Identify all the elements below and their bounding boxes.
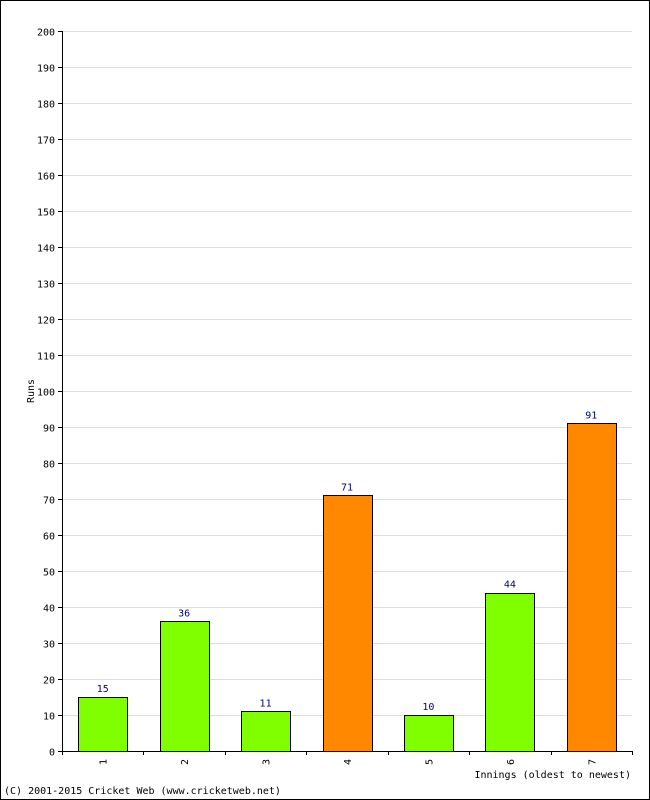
x-axis-tick-labels: 1 2 3 4 5 6 7: [62, 751, 633, 765]
copyright-text: (C) 2001-2015 Cricket Web (www.cricketwe…: [4, 786, 281, 797]
bar-4: [323, 495, 373, 752]
y-tick-label: 50: [43, 568, 55, 579]
data-label: 11: [260, 698, 272, 709]
y-tick-label: 90: [43, 424, 55, 435]
y-tick-label: 170: [37, 136, 55, 147]
y-tick-label: 70: [43, 496, 55, 507]
y-tick-label: 110: [37, 352, 55, 363]
y-tick-label: 150: [37, 208, 55, 219]
x-tick-label: 7: [587, 759, 598, 765]
y-axis-title: Runs: [26, 379, 37, 403]
x-tick-label: 4: [343, 759, 354, 765]
x-axis-title: Innings (oldest to newest): [474, 770, 631, 781]
bar-2: [160, 621, 210, 752]
y-tick-label: 190: [37, 64, 55, 75]
bar-6: [485, 593, 535, 752]
y-axis-tick-labels: 0 10 20 30 40 50 60 70 80 90 100 110 120 130 140 150 160…: [37, 28, 55, 759]
y-tick-label: 10: [43, 712, 55, 723]
y-tick-label: 60: [43, 532, 55, 543]
data-label: 10: [422, 702, 434, 713]
bar-1: [78, 697, 128, 752]
y-tick-label: 100: [37, 388, 55, 399]
data-labels: 15 36 11 71 10 44 91: [97, 410, 598, 713]
y-tick-label: 20: [43, 676, 55, 687]
y-tick-label: 40: [43, 604, 55, 615]
x-tick-label: 2: [180, 759, 191, 765]
x-tick-label: 1: [99, 759, 110, 765]
x-tick-label: 5: [424, 759, 435, 765]
bar-5: [404, 715, 454, 752]
y-tick-label: 160: [37, 172, 55, 183]
data-label: 44: [504, 580, 516, 591]
data-label: 71: [341, 482, 353, 493]
bar-7: [567, 423, 617, 752]
y-tick-label: 0: [49, 748, 55, 759]
data-label: 91: [585, 410, 597, 421]
data-label: 36: [178, 608, 190, 619]
x-tick-label: 6: [506, 759, 517, 765]
bar-3: [241, 711, 291, 752]
y-tick-label: 80: [43, 460, 55, 471]
y-tick-label: 140: [37, 244, 55, 255]
y-tick-label: 200: [37, 28, 55, 39]
y-tick-label: 180: [37, 100, 55, 111]
bars: [78, 423, 617, 752]
y-tick-label: 120: [37, 316, 55, 327]
y-tick-label: 130: [37, 280, 55, 291]
data-label: 15: [97, 684, 109, 695]
x-tick-label: 3: [262, 759, 273, 765]
y-tick-label: 30: [43, 640, 55, 651]
